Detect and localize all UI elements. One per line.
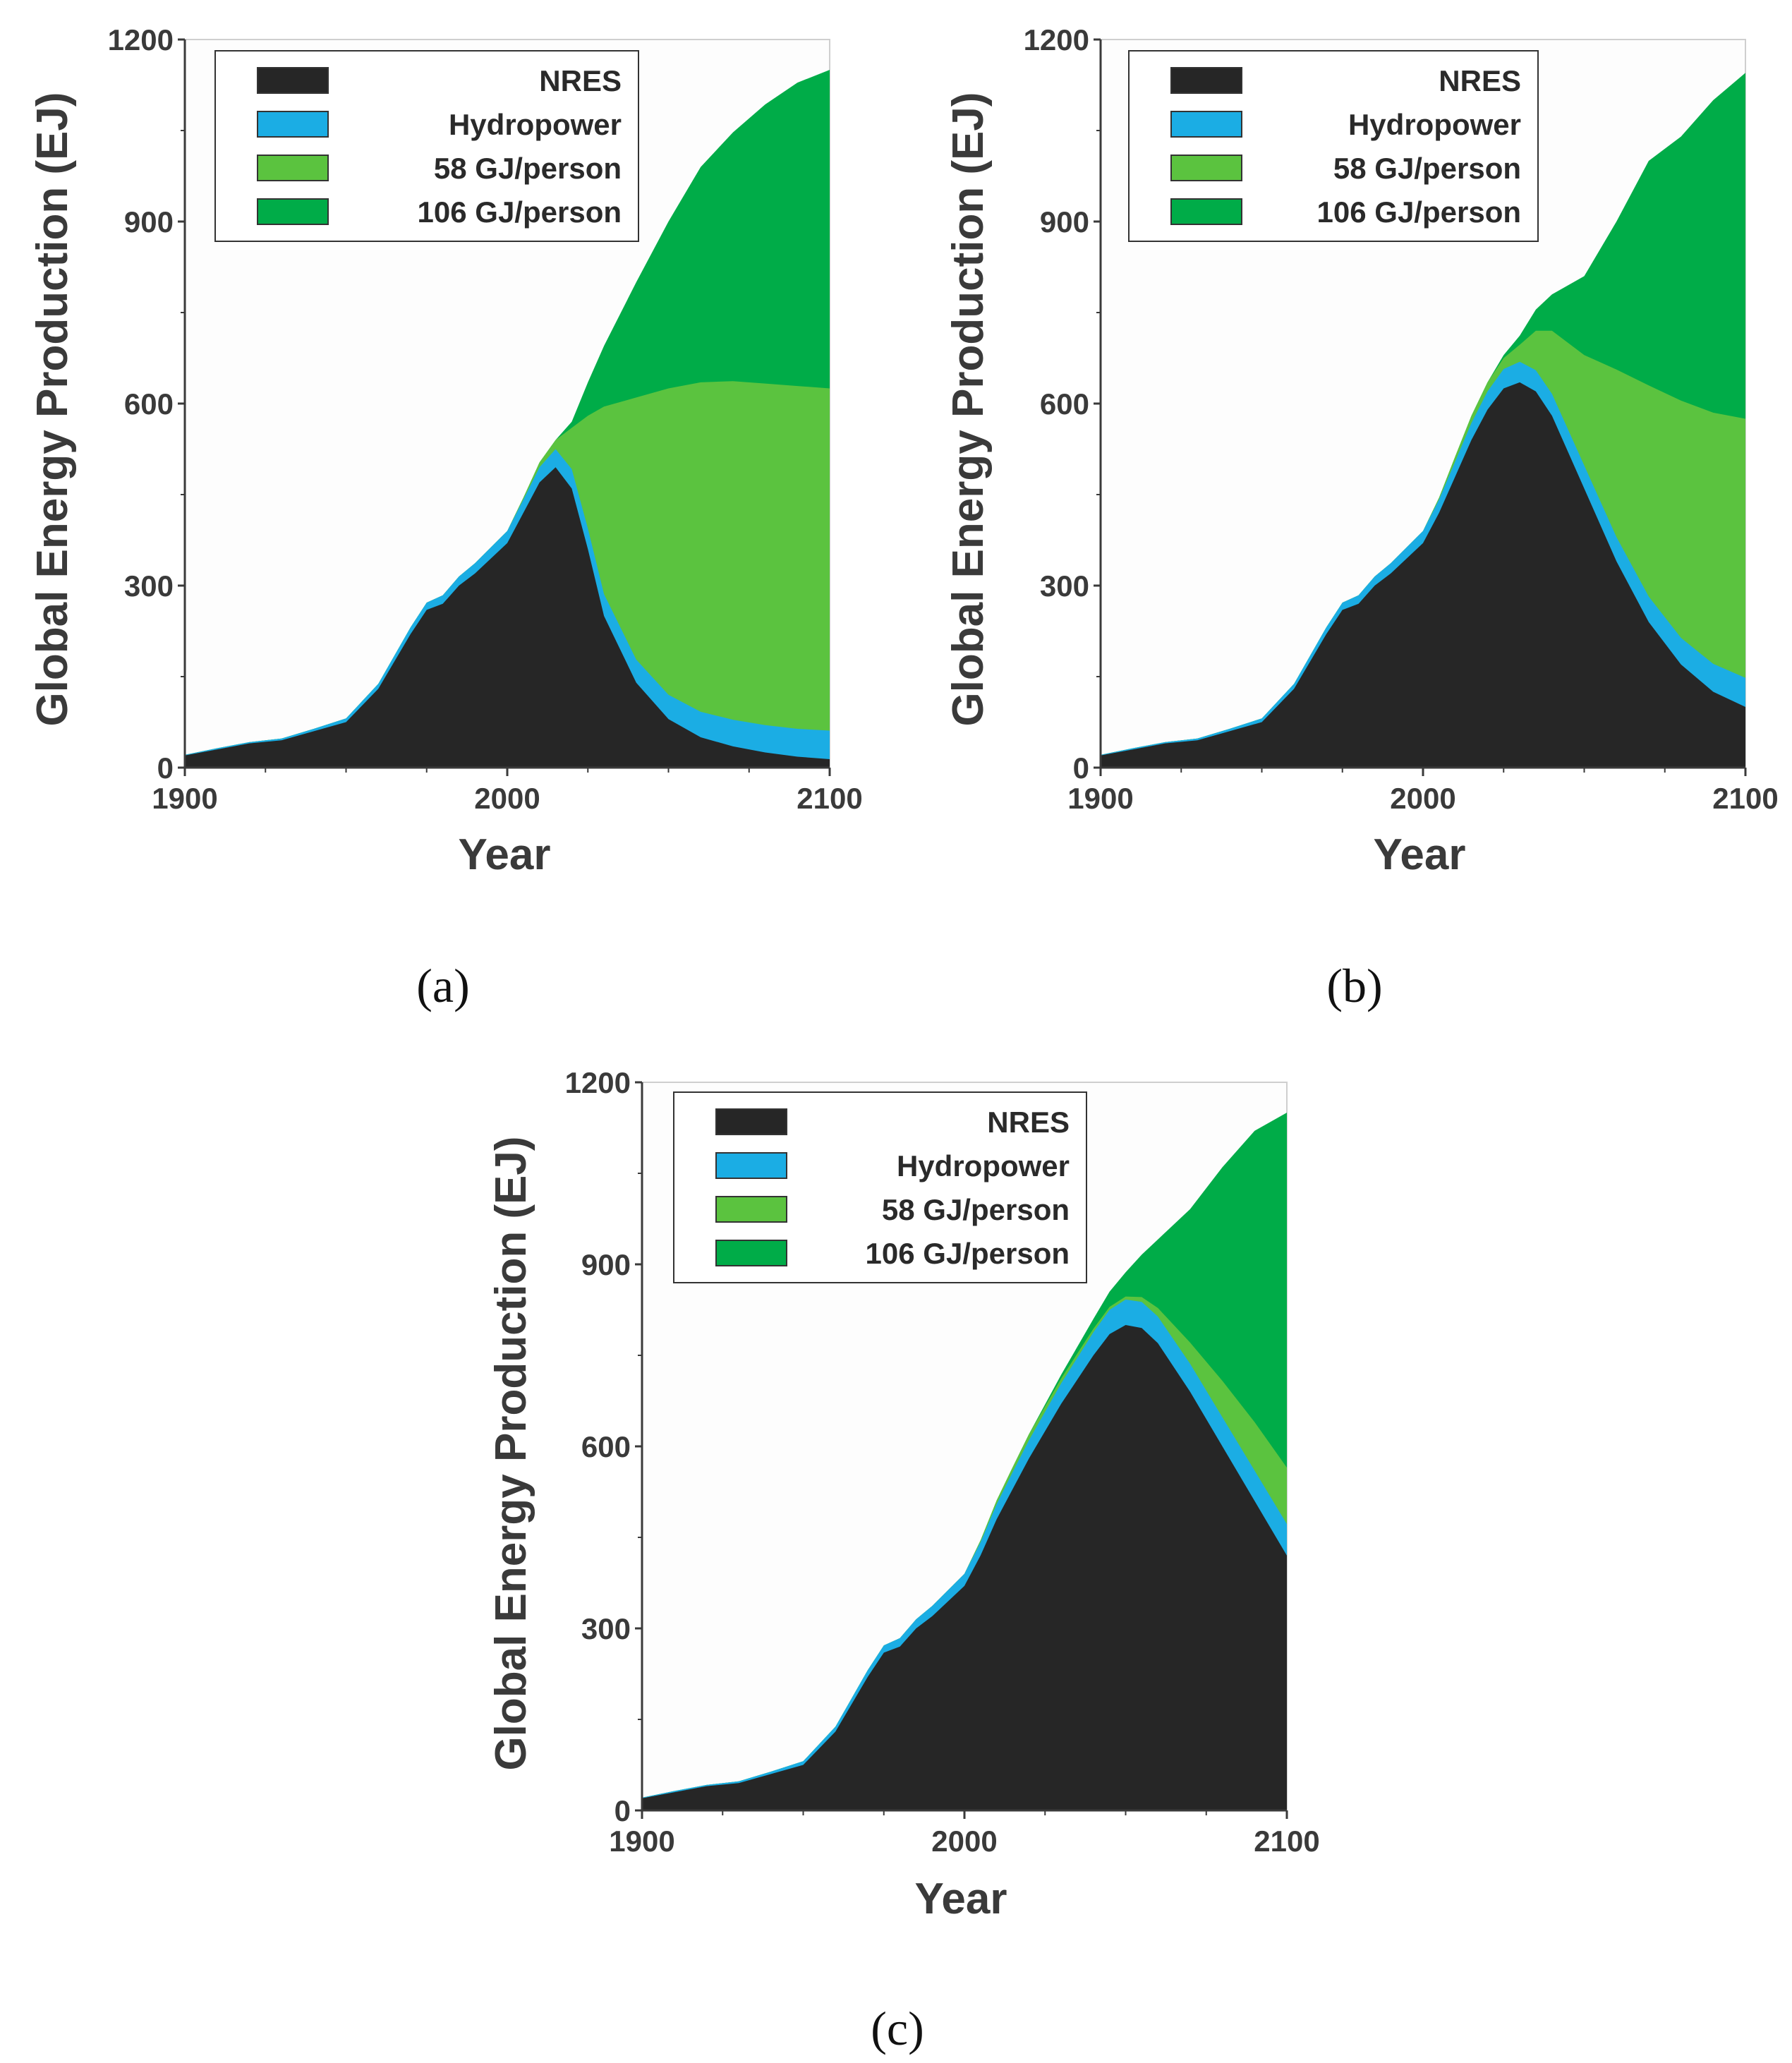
y-axis-label: Global Energy Production (EJ) bbox=[944, 92, 993, 726]
y-axis-label: Global Energy Production (EJ) bbox=[28, 92, 77, 726]
panel-b: 0 300 600 900 1200 1900 2000 2100 NRES Hydropowe… bbox=[944, 23, 1779, 1012]
legend-swatch bbox=[715, 1240, 787, 1266]
axes: 0 300 600 900 1200 1900 2000 2100 bbox=[565, 1066, 1320, 1858]
stacked-areas bbox=[185, 70, 830, 768]
x-tick-label: 1900 bbox=[152, 782, 217, 815]
y-tick-label: 1200 bbox=[108, 23, 174, 56]
legend-label: 58 GJ/person bbox=[1333, 152, 1521, 185]
legend-label: Hydropower bbox=[449, 108, 622, 141]
legend-swatch bbox=[1170, 198, 1242, 225]
x-tick-label: 2000 bbox=[931, 1825, 997, 1858]
x-axis-label: Year bbox=[1373, 830, 1465, 879]
legend-swatch bbox=[257, 155, 329, 181]
stacked-areas bbox=[642, 1113, 1287, 1810]
x-tick-label: 2100 bbox=[1254, 1825, 1319, 1858]
y-tick-label: 1200 bbox=[565, 1066, 631, 1099]
legend-label: 106 GJ/person bbox=[1317, 195, 1521, 229]
x-axis-label: Year bbox=[458, 830, 550, 879]
legend-label: NRES bbox=[539, 64, 622, 97]
legend: NRES Hydropower 58 GJ/person 106 GJ/person bbox=[673, 1091, 1087, 1283]
panel-label: (a) bbox=[416, 959, 469, 1012]
y-tick-label: 600 bbox=[581, 1430, 631, 1463]
x-tick-label: 1900 bbox=[609, 1825, 674, 1858]
stacked-areas bbox=[1101, 73, 1745, 768]
legend-swatch bbox=[1170, 67, 1242, 94]
y-axis-label: Global Energy Production (EJ) bbox=[487, 1136, 535, 1770]
legend-swatch bbox=[257, 111, 329, 138]
y-tick-label: 300 bbox=[124, 569, 174, 603]
x-tick-label: 2100 bbox=[1712, 782, 1778, 815]
legend-swatch bbox=[1170, 155, 1242, 181]
legend-swatch bbox=[257, 198, 329, 225]
legend-label: 58 GJ/person bbox=[882, 1193, 1070, 1226]
panel-c: 0 300 600 900 1200 1900 2000 2100 NRES Hydropowe… bbox=[487, 1066, 1320, 2055]
legend-swatch bbox=[715, 1108, 787, 1135]
y-tick-label: 0 bbox=[1073, 751, 1089, 785]
legend: NRES Hydropower 58 GJ/person 106 GJ/person bbox=[1128, 50, 1539, 242]
legend-swatch bbox=[715, 1152, 787, 1179]
legend-label: NRES bbox=[1439, 64, 1521, 97]
y-tick-label: 900 bbox=[581, 1248, 631, 1281]
legend-swatch bbox=[1170, 111, 1242, 138]
x-axis-label: Year bbox=[914, 1875, 1007, 1923]
y-tick-label: 900 bbox=[124, 205, 174, 238]
y-tick-label: 300 bbox=[581, 1612, 631, 1645]
legend-label: Hydropower bbox=[1348, 108, 1521, 141]
legend-label: 58 GJ/person bbox=[434, 152, 622, 185]
legend-swatch bbox=[257, 67, 329, 94]
panel-label: (b) bbox=[1326, 959, 1382, 1012]
y-tick-label: 1200 bbox=[1024, 23, 1089, 56]
x-tick-label: 2000 bbox=[1390, 782, 1455, 815]
y-tick-label: 900 bbox=[1040, 205, 1089, 238]
y-tick-label: 0 bbox=[615, 1794, 631, 1827]
legend-label: Hydropower bbox=[897, 1149, 1070, 1182]
y-tick-label: 0 bbox=[157, 751, 174, 785]
panel-label: (c) bbox=[871, 2002, 924, 2055]
y-tick-label: 600 bbox=[1040, 387, 1089, 421]
y-tick-label: 600 bbox=[124, 387, 174, 421]
legend-label: 106 GJ/person bbox=[866, 1237, 1070, 1270]
legend: NRES Hydropower 58 GJ/person 106 GJ/person bbox=[214, 50, 639, 242]
nres-area bbox=[1101, 382, 1745, 768]
nres-area bbox=[642, 1325, 1287, 1810]
legend-swatch bbox=[715, 1196, 787, 1223]
x-tick-label: 2100 bbox=[797, 782, 862, 815]
axes: 0 300 600 900 1200 1900 2000 2100 bbox=[1024, 23, 1779, 815]
y-tick-label: 300 bbox=[1040, 569, 1089, 603]
legend-label: 106 GJ/person bbox=[418, 195, 622, 229]
nres-area bbox=[185, 467, 830, 768]
x-tick-label: 1900 bbox=[1067, 782, 1133, 815]
legend-label: NRES bbox=[987, 1106, 1070, 1139]
panel-a: 0 300 600 900 1200 1900 2000 2100 NRES Hydropowe… bbox=[28, 23, 863, 1012]
x-tick-label: 2000 bbox=[474, 782, 540, 815]
axes: 0 300 600 900 1200 1900 2000 2100 bbox=[108, 23, 863, 815]
